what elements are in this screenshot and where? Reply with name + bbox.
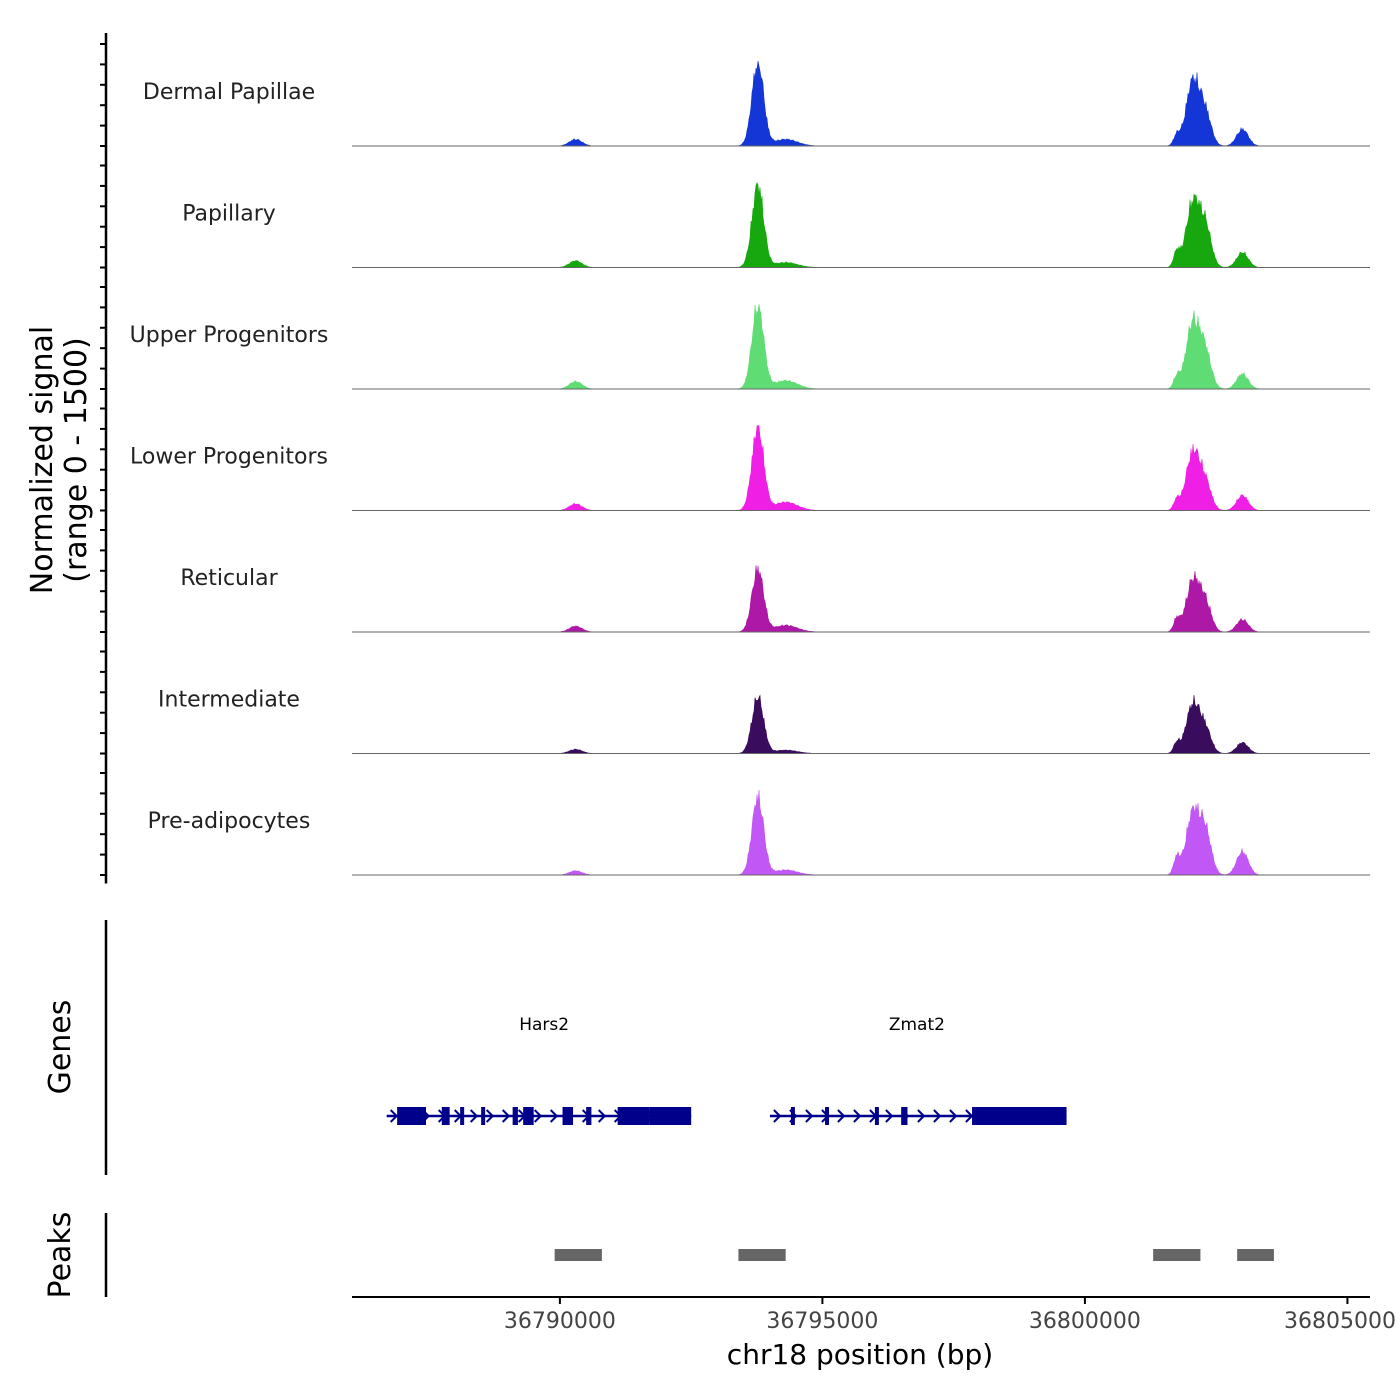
signal-area	[352, 182, 1370, 268]
gene-exon	[523, 1107, 534, 1125]
peak-region	[554, 1249, 602, 1261]
strand-arrow	[773, 1109, 782, 1123]
strand-arrow	[885, 1109, 894, 1123]
strand-arrow	[485, 1109, 495, 1123]
genes-track: Hars2 Zmat2	[386, 1015, 1067, 1125]
track-label: Intermediate	[158, 688, 300, 713]
gene-exon	[512, 1107, 518, 1125]
gene-label: Zmat2	[889, 1015, 945, 1035]
gene-exon	[901, 1107, 908, 1125]
strand-arrow	[549, 1109, 559, 1123]
gene-block	[649, 1107, 692, 1125]
peaks-track-label: Peaks	[43, 1212, 78, 1299]
gene-exon	[460, 1107, 465, 1125]
strand-arrow	[805, 1109, 814, 1123]
gene-exon	[562, 1107, 574, 1125]
strand-arrow	[853, 1109, 862, 1123]
track-labels: Dermal Papillae Papillary Upper Progenitor…	[130, 80, 329, 834]
strand-arrow	[389, 1109, 399, 1123]
signal-area	[352, 789, 1370, 876]
signal-area	[352, 425, 1370, 511]
gene-exon	[481, 1107, 486, 1125]
signal-tracks	[352, 60, 1370, 876]
gene-label: Hars2	[519, 1015, 569, 1035]
y-axis-title-line2: (range 0 - 1500)	[59, 337, 94, 583]
track-label: Pre-adipocytes	[148, 809, 311, 834]
peaks-track	[554, 1249, 1274, 1261]
signal-area	[352, 565, 1370, 633]
signal-y-axis	[100, 33, 108, 884]
gene-exon	[617, 1107, 650, 1125]
peak-region	[1153, 1249, 1201, 1261]
strand-arrow	[597, 1109, 607, 1123]
gene-exon	[790, 1107, 795, 1125]
strand-arrow	[965, 1109, 974, 1123]
gene-block	[972, 1107, 1067, 1125]
gene-exon	[397, 1107, 427, 1125]
genes-track-label: Genes	[43, 1000, 78, 1095]
x-tick-label: 36800000	[1029, 1309, 1141, 1334]
strand-arrow	[933, 1109, 942, 1123]
peak-region	[738, 1249, 786, 1261]
track-label: Papillary	[182, 202, 276, 227]
signal-area	[352, 303, 1370, 390]
track-label: Reticular	[180, 566, 278, 591]
gene-exon	[825, 1107, 830, 1125]
strand-arrow	[533, 1109, 543, 1123]
track-label: Dermal Papillae	[143, 80, 315, 105]
gene-exon	[874, 1107, 879, 1125]
strand-arrow	[501, 1109, 511, 1123]
x-tick-label: 36790000	[504, 1309, 616, 1334]
gene-exon	[586, 1107, 592, 1125]
gene-exon	[441, 1107, 450, 1125]
x-tick-label: 36805000	[1284, 1309, 1396, 1334]
signal-area	[352, 60, 1370, 147]
strand-arrow	[917, 1109, 926, 1123]
strand-arrow	[469, 1109, 479, 1123]
x-axis: 36790000 36795000 36800000 36805000	[504, 1297, 1396, 1334]
peak-region	[1237, 1249, 1274, 1261]
strand-arrow	[949, 1109, 958, 1123]
track-label: Upper Progenitors	[130, 323, 329, 348]
x-tick-label: 36795000	[766, 1309, 878, 1334]
track-label: Lower Progenitors	[130, 445, 328, 470]
x-axis-title: chr18 position (bp)	[727, 1338, 993, 1371]
signal-area	[352, 694, 1370, 754]
strand-arrow	[837, 1109, 846, 1123]
y-axis-title-line1: Normalized signal	[25, 326, 60, 594]
